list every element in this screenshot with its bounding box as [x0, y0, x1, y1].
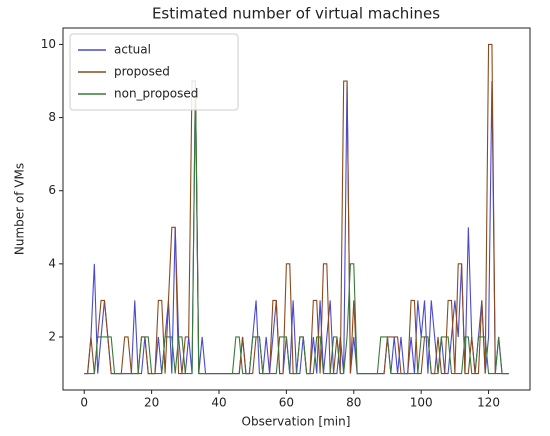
plot-frame: [62, 27, 531, 391]
chart-title: Estimated number of virtual machines: [152, 5, 440, 23]
y-tick-label: 6: [48, 183, 56, 197]
x-tick-label: 0: [80, 396, 88, 410]
x-tick-label: 120: [477, 396, 500, 410]
y-tick-label: 4: [48, 256, 56, 270]
x-tick-label: 40: [211, 396, 226, 410]
x-tick-label: 80: [346, 396, 361, 410]
legend-label: actual: [114, 43, 151, 57]
x-tick-label: 20: [144, 396, 159, 410]
x-tick-label: 60: [279, 396, 294, 410]
series-line: [84, 81, 509, 375]
legend-label: proposed: [114, 65, 170, 79]
series-line: [84, 81, 509, 375]
y-axis-label: Number of VMs: [13, 163, 27, 255]
y-tick-label: 10: [41, 37, 56, 51]
legend-box: [69, 33, 239, 111]
x-axis-label: Observation [min]: [242, 415, 351, 429]
legend-label: non_proposed: [114, 87, 198, 101]
y-tick-label: 8: [48, 110, 56, 124]
x-tick-label: 100: [410, 396, 433, 410]
y-tick-label: 2: [48, 329, 56, 343]
